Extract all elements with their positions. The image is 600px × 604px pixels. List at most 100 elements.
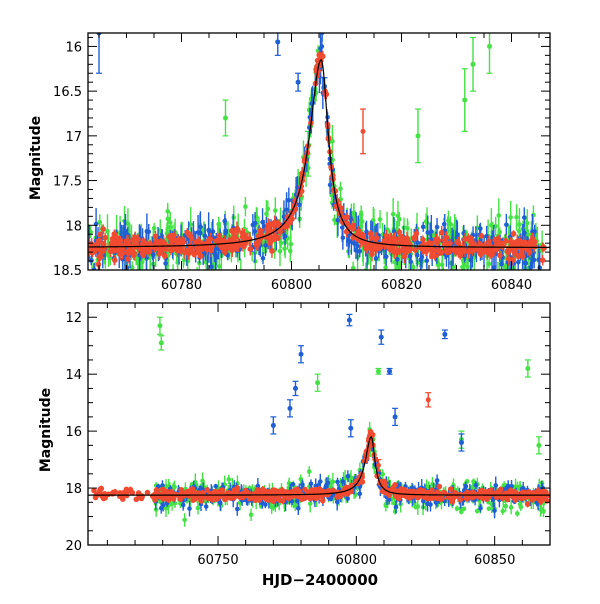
data-point <box>384 254 389 259</box>
data-point <box>384 233 390 239</box>
outlier-point <box>223 115 228 120</box>
data-point <box>189 235 195 241</box>
data-point <box>335 480 340 485</box>
outlier-point <box>299 352 304 357</box>
data-point <box>318 46 323 51</box>
data-point <box>328 183 333 188</box>
data-point <box>346 238 351 243</box>
data-point <box>505 248 511 254</box>
data-point <box>446 218 451 223</box>
data-point <box>153 234 159 240</box>
data-point <box>493 483 498 488</box>
data-point <box>261 256 266 261</box>
data-point <box>126 248 132 254</box>
data-point <box>166 234 172 240</box>
data-point <box>214 255 219 260</box>
data-point <box>455 506 460 511</box>
data-point <box>465 265 470 270</box>
outlier-point <box>293 386 298 391</box>
data-point <box>346 474 351 479</box>
data-point <box>97 232 103 238</box>
data-point <box>429 229 434 234</box>
data-point <box>523 245 529 251</box>
data-point <box>152 226 157 231</box>
data-point <box>508 491 514 497</box>
data-point <box>141 252 147 258</box>
outlier-point <box>471 62 476 67</box>
data-point <box>448 486 454 492</box>
data-point <box>374 246 380 252</box>
data-point <box>497 271 502 276</box>
data-point <box>91 273 96 278</box>
data-point <box>439 230 445 236</box>
data-point <box>229 228 235 234</box>
data-point <box>168 248 174 254</box>
data-point <box>307 469 312 474</box>
data-point <box>418 245 424 251</box>
y-tick-label: 16 <box>65 40 82 55</box>
x-tick-label: 60840 <box>491 278 532 293</box>
data-point <box>173 246 179 252</box>
data-point <box>411 265 416 270</box>
data-point <box>196 506 201 511</box>
outlier-point <box>525 366 530 371</box>
data-point <box>373 237 379 243</box>
data-point <box>513 248 519 254</box>
y-tick-label: 17 <box>65 130 82 145</box>
data-point <box>492 508 497 513</box>
data-point <box>530 257 535 262</box>
outlier-point <box>287 406 292 411</box>
outlier-point <box>379 335 384 340</box>
data-point <box>213 484 218 489</box>
data-point <box>525 501 531 507</box>
outlier-point <box>416 133 421 138</box>
data-point <box>435 225 440 230</box>
outlier-point <box>271 423 276 428</box>
data-point <box>89 258 94 263</box>
data-point <box>120 496 126 502</box>
data-point <box>176 237 182 243</box>
data-point <box>101 248 107 254</box>
data-point <box>394 505 399 510</box>
data-point <box>388 239 394 245</box>
data-point <box>414 231 420 237</box>
data-point <box>196 230 201 235</box>
data-point <box>100 226 106 232</box>
data-point <box>508 215 513 220</box>
data-point <box>102 491 108 497</box>
data-point <box>469 271 474 276</box>
data-point <box>503 238 509 244</box>
data-point <box>446 247 452 253</box>
outlier-point <box>536 443 541 448</box>
y-tick-label: 18 <box>65 219 82 234</box>
data-point <box>451 247 457 253</box>
data-point <box>489 223 494 228</box>
data-point <box>523 261 528 266</box>
data-point <box>405 240 411 246</box>
data-point <box>249 512 254 517</box>
outlier-point <box>275 39 280 44</box>
data-point <box>425 275 430 280</box>
data-point <box>429 254 435 260</box>
data-point <box>140 272 145 277</box>
data-point <box>462 506 467 511</box>
data-point <box>503 504 508 509</box>
data-point <box>434 238 440 244</box>
data-point <box>273 208 278 213</box>
data-point <box>457 253 463 259</box>
outlier-point <box>442 332 447 337</box>
data-point <box>425 221 430 226</box>
data-point <box>141 238 147 244</box>
series-red <box>91 393 550 508</box>
data-point <box>418 258 423 263</box>
data-point <box>251 223 256 228</box>
data-point <box>487 506 492 511</box>
data-point <box>522 215 527 220</box>
data-point <box>508 239 514 245</box>
data-point <box>416 504 421 509</box>
data-point <box>120 251 126 257</box>
outlier-point <box>487 44 492 49</box>
outlier-point <box>315 380 320 385</box>
data-point <box>499 262 504 267</box>
